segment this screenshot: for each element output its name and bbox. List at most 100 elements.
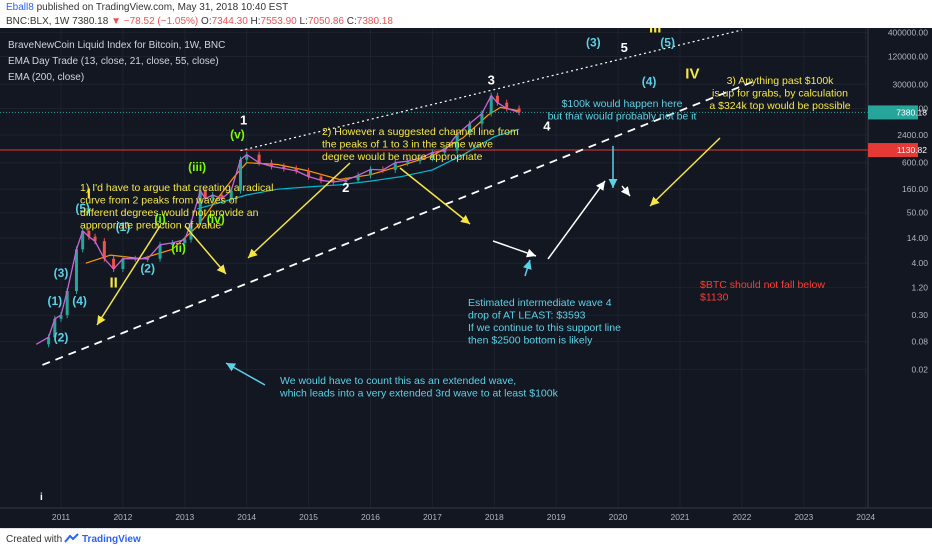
x-tick-label: 2012 bbox=[113, 512, 132, 522]
y-tick-label: 400000.00 bbox=[888, 28, 928, 37]
candle-body bbox=[331, 180, 335, 182]
wave-label: (1) bbox=[47, 294, 62, 308]
y-tick-label: 14.00 bbox=[907, 233, 929, 243]
publication-header: Eball8 published on TradingView.com, May… bbox=[0, 0, 932, 28]
wave-label: (v) bbox=[230, 128, 245, 142]
wave-label: (4) bbox=[72, 294, 87, 308]
chart-area[interactable]: (1) (2) (3) (4) (5) I II (1) (2) (i) (ii) (iii) (iv)… bbox=[0, 1, 932, 528]
open-label: O: bbox=[201, 16, 212, 27]
candle-body bbox=[229, 190, 233, 199]
x-tick-label: 2019 bbox=[547, 512, 566, 522]
x-tick-label: 2016 bbox=[361, 512, 380, 522]
candle-body bbox=[505, 102, 509, 109]
wave-label: 4 bbox=[543, 118, 551, 133]
author-link[interactable]: Eball8 bbox=[6, 2, 34, 13]
axes: 200000000.0060000000.0016000000.00500000… bbox=[0, 1, 932, 528]
y-tick-label: 0.02 bbox=[911, 364, 928, 374]
note-100k: $100k would happen here but that would pr… bbox=[548, 98, 697, 123]
candle-body bbox=[495, 95, 499, 103]
wave-label: (i) bbox=[154, 212, 165, 226]
y-tick-label: 2400.00 bbox=[897, 130, 928, 140]
note-radical-curve: 1) I'd have to argue that creating a rad… bbox=[80, 182, 273, 232]
candle-body bbox=[480, 113, 484, 124]
x-tick-label: 2021 bbox=[671, 512, 690, 522]
x-tick-label: 2011 bbox=[52, 512, 71, 522]
note-wave4-drop: Estimated intermediate wave 4 drop of AT … bbox=[468, 297, 621, 347]
close-label: C: bbox=[346, 16, 357, 27]
wave-label: (4) bbox=[642, 75, 657, 89]
candle-body bbox=[81, 230, 85, 250]
arrow-note1-a bbox=[96, 225, 161, 326]
candle-body bbox=[121, 258, 125, 269]
down-arrow-icon: ▼ bbox=[111, 16, 121, 27]
wave-label: (3) bbox=[586, 35, 601, 49]
candle-body bbox=[189, 222, 193, 240]
published-text: published on TradingView.com, May 31, 20… bbox=[36, 2, 289, 13]
x-tick-label: 2024 bbox=[856, 512, 875, 522]
arrow-note3 bbox=[649, 137, 721, 207]
price-change: −78.52 (−1.05%) bbox=[123, 16, 199, 27]
candle-body bbox=[220, 195, 224, 199]
support-tag-label: 1130.82 bbox=[897, 145, 927, 155]
x-tick-label: 2018 bbox=[485, 512, 504, 522]
wave-label-start: i bbox=[40, 492, 43, 503]
wave-label: (iii) bbox=[188, 160, 206, 174]
wave-label: V bbox=[725, 28, 735, 32]
peak-channel-line bbox=[240, 29, 743, 152]
candle-body bbox=[53, 318, 57, 338]
wave-label: (2) bbox=[54, 331, 69, 345]
wave-label: 1 bbox=[240, 113, 247, 128]
candle-body bbox=[257, 154, 261, 163]
arrow-note2-b bbox=[399, 167, 471, 225]
wave-label: II bbox=[109, 274, 117, 291]
low-label: L: bbox=[299, 16, 308, 27]
candle-body bbox=[319, 176, 323, 181]
wave-label: (2) bbox=[140, 262, 155, 276]
candle-body bbox=[203, 190, 207, 199]
high-value: 7553.90 bbox=[260, 16, 297, 27]
candle-body bbox=[245, 154, 249, 160]
candle-body bbox=[282, 166, 286, 169]
wave-label: (1) bbox=[116, 220, 131, 234]
x-tick-label: 2015 bbox=[299, 512, 318, 522]
tradingview-logo-icon bbox=[64, 533, 79, 543]
candle-body bbox=[170, 242, 174, 245]
price-series bbox=[35, 92, 521, 348]
arrow-note5 bbox=[523, 259, 532, 277]
wave-label: 3 bbox=[488, 72, 495, 87]
candle-body bbox=[443, 150, 447, 153]
wave-label: (iv) bbox=[207, 212, 225, 226]
y-tick-label: 30000.00 bbox=[893, 79, 929, 89]
candle-body bbox=[198, 190, 202, 223]
y-tick-label: 4.00 bbox=[911, 258, 928, 268]
arrow-note6 bbox=[225, 362, 266, 386]
candle-body bbox=[344, 180, 348, 182]
symbol-line: BNC:BLX, 1W 7380.18 ▼ −78.52 (−1.05%) O:… bbox=[6, 16, 393, 27]
created-with-text: Created with bbox=[6, 534, 63, 545]
ema-200-line bbox=[197, 128, 520, 210]
candle-body bbox=[455, 134, 459, 151]
note-324k-top: 3) Anything past $100k is up for grabs, b… bbox=[709, 75, 850, 112]
candle-body bbox=[158, 244, 162, 259]
tradingview-brand[interactable]: TradingView bbox=[82, 534, 141, 545]
candle-body bbox=[74, 249, 78, 291]
wave-label: (3) bbox=[54, 266, 69, 280]
candle-body bbox=[356, 175, 360, 181]
arrow-note2-a bbox=[247, 162, 351, 259]
close-value: 7380.18 bbox=[356, 16, 393, 27]
note-extended-wave: We would have to count this as an extend… bbox=[279, 375, 559, 400]
last-price: 7380.18 bbox=[72, 16, 109, 27]
price-chart[interactable]: (1)(2)(3)(4)(5)III(1)(2)(i)(ii)(iii)(iv)… bbox=[0, 1, 932, 528]
x-tick-label: 2014 bbox=[237, 512, 256, 522]
y-tick-label: 0.30 bbox=[911, 310, 928, 320]
candle-body bbox=[269, 162, 273, 167]
ema-day-trade-line bbox=[85, 106, 520, 264]
arrow-wave4-5 bbox=[620, 185, 631, 197]
wave-label: IV bbox=[685, 66, 699, 83]
candle-body bbox=[87, 230, 91, 237]
candle-body bbox=[294, 168, 298, 171]
x-tick-label: 2020 bbox=[609, 512, 628, 522]
y-tick-label: 120000.00 bbox=[888, 52, 928, 62]
trend-lines bbox=[0, 29, 868, 366]
low-value: 7050.86 bbox=[307, 16, 344, 27]
